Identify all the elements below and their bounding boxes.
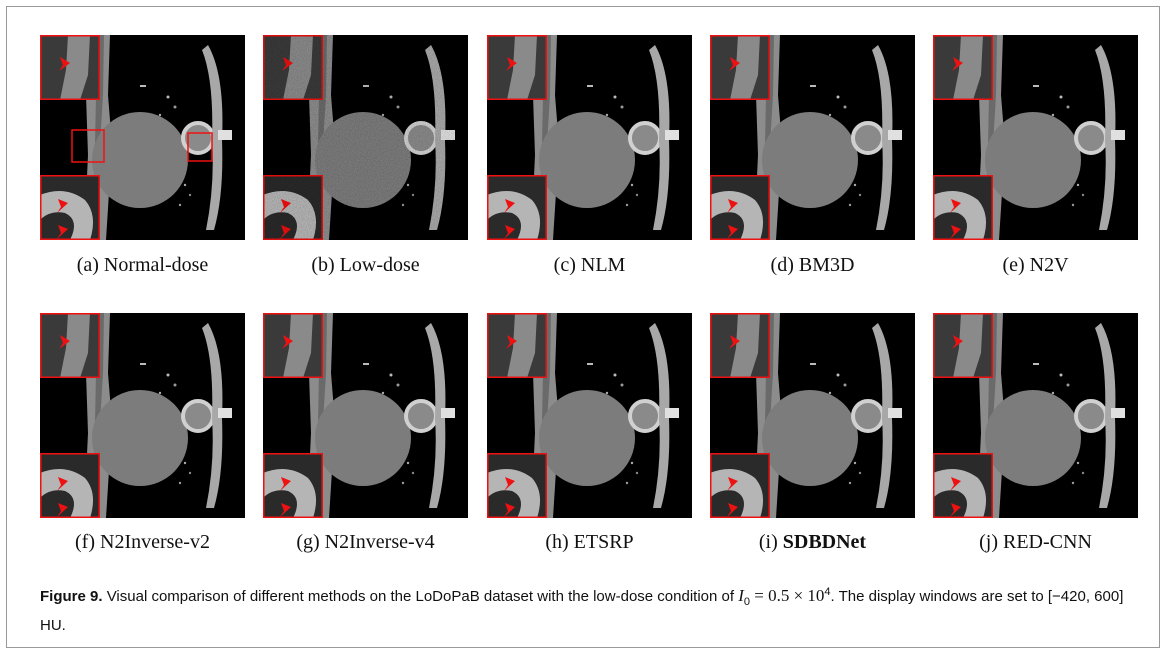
math-rest: = 0.5 × 10: [750, 586, 824, 605]
panel-caption: (g) N2Inverse-v4: [254, 531, 477, 554]
panel-name: NLM: [581, 254, 625, 276]
panel-label: (g): [296, 531, 319, 553]
panel-name: ETSRP: [574, 531, 634, 553]
panel-label: (b): [311, 254, 334, 276]
panel-name: RED-CNN: [1003, 531, 1092, 553]
panel-caption: (c) NLM: [478, 254, 701, 277]
panel-caption: (d) BM3D: [701, 254, 924, 277]
panel-label: (i): [759, 531, 778, 553]
ct-image: [933, 35, 1138, 240]
panel-name: N2Inverse-v4: [325, 531, 435, 553]
panel-name: BM3D: [799, 254, 855, 276]
figure-caption: Figure 9. Visual comparison of different…: [40, 580, 1135, 638]
panel-caption: (b) Low-dose: [254, 254, 477, 277]
panel-name: Normal-dose: [104, 254, 208, 276]
panel-label: (c): [554, 254, 576, 276]
panel-caption: (i) SDBDNet: [701, 531, 924, 554]
panel-name: N2V: [1030, 254, 1069, 276]
panel-caption: (a) Normal-dose: [31, 254, 254, 277]
ct-image: [933, 313, 1138, 518]
panel-caption: (j) RED-CNN: [924, 531, 1147, 554]
panel-name: N2Inverse-v2: [100, 531, 210, 553]
panel-label: (e): [1002, 254, 1024, 276]
page: (a) Normal-dose (b) Low-dose (c) NLM (d)…: [0, 0, 1168, 657]
panel-name: Low-dose: [340, 254, 420, 276]
panel-caption: (f) N2Inverse-v2: [31, 531, 254, 554]
ct-image: [40, 35, 245, 240]
panel-label: (f): [75, 531, 95, 553]
caption-text: Visual comparison of different methods o…: [107, 588, 739, 605]
ct-image: [487, 313, 692, 518]
caption-label: Figure 9.: [40, 588, 103, 605]
ct-image: [263, 313, 468, 518]
panel-label: (h): [545, 531, 568, 553]
panel-label: (d): [771, 254, 794, 276]
ct-image: [40, 313, 245, 518]
panel-name: SDBDNet: [783, 531, 866, 553]
panel-caption: (e) N2V: [924, 254, 1147, 277]
panel-label: (a): [77, 254, 99, 276]
ct-image: [710, 313, 915, 518]
panel-label: (j): [979, 531, 998, 553]
ct-image: [263, 35, 468, 240]
panel-caption: (h) ETSRP: [478, 531, 701, 554]
ct-image: [487, 35, 692, 240]
ct-image: [710, 35, 915, 240]
